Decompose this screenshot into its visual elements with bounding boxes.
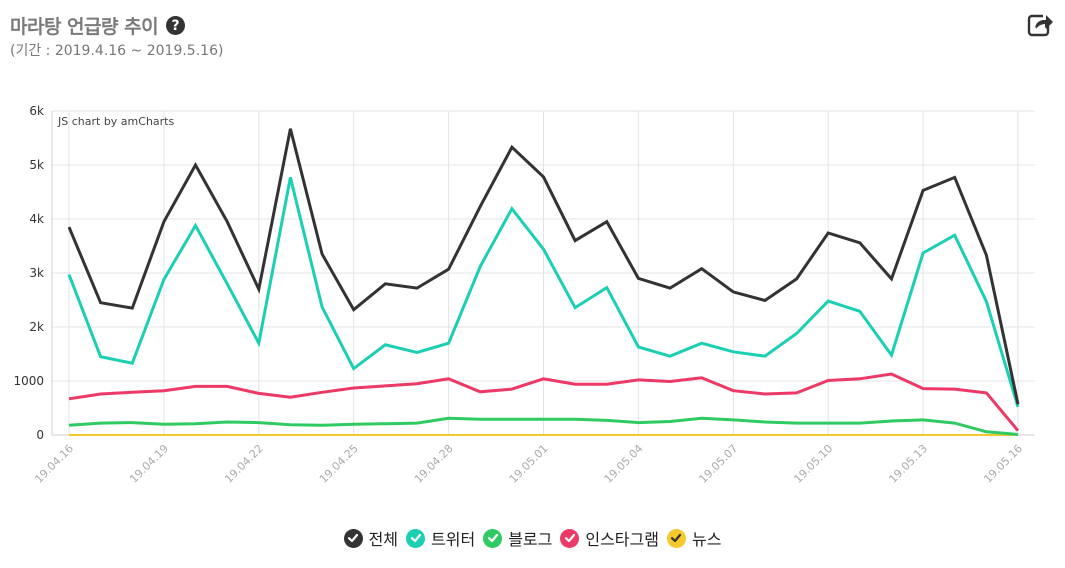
- x-tick-label: 19.04.28: [412, 442, 456, 486]
- checkmark-icon: [406, 528, 426, 548]
- legend-label: 인스타그램: [585, 530, 659, 549]
- title-row: 마라탕 언급량 추이 ?: [10, 12, 186, 39]
- legend-item[interactable]: 뉴스: [666, 526, 722, 550]
- y-tick-label: 6k: [29, 104, 44, 118]
- checkmark-icon: [483, 528, 503, 548]
- legend-item[interactable]: 트위터: [406, 526, 475, 550]
- checkmark-icon: [343, 528, 363, 548]
- legend-item[interactable]: 전체: [343, 526, 399, 550]
- chart-legend: 전체 트위터 블로그 인스타그램 뉴스: [0, 526, 1065, 550]
- y-tick-label: 0: [36, 428, 44, 442]
- y-tick-label: 4k: [29, 212, 44, 226]
- x-tick-label: 19.05.07: [697, 442, 741, 486]
- y-tick-label: 5k: [29, 158, 44, 172]
- x-tick-label: 19.04.25: [317, 442, 361, 486]
- x-tick-label: 19.05.01: [507, 442, 551, 486]
- legend-item[interactable]: 인스타그램: [560, 526, 659, 550]
- series-line-0: [67, 128, 1020, 405]
- period-subtitle: (기간 : 2019.4.16 ~ 2019.5.16): [10, 43, 224, 59]
- x-tick-label: 19.04.19: [127, 442, 171, 486]
- y-tick-label: 2k: [29, 320, 44, 334]
- question-circle-icon[interactable]: ?: [166, 16, 186, 35]
- chart-credit: JS chart by amCharts: [57, 115, 174, 128]
- x-tick-label: 19.05.16: [981, 442, 1025, 486]
- line-chart: 0 1000 2k 3k 4k 5k 6k 19.04.16 19.04.19 19.04.22 1…: [13, 104, 1035, 486]
- legend-label: 뉴스: [691, 530, 722, 549]
- legend-label: 트위터: [431, 530, 476, 549]
- series-line-1: [67, 177, 1020, 408]
- x-tick-label: 19.05.13: [886, 442, 930, 486]
- x-tick-label: 19.04.22: [222, 442, 266, 486]
- share-icon[interactable]: [1026, 10, 1054, 38]
- legend-label: 블로그: [508, 530, 553, 549]
- y-tick-label: 1000: [13, 374, 44, 388]
- y-tick-label: 3k: [29, 266, 44, 280]
- x-tick-label: 19.05.04: [602, 442, 646, 486]
- series-line-3: [68, 372, 1020, 432]
- checkmark-icon: [560, 528, 580, 548]
- legend-item[interactable]: 블로그: [483, 526, 552, 550]
- x-tick-label: 19.05.10: [791, 442, 835, 486]
- legend-label: 전체: [368, 530, 399, 549]
- page-title: 마라탕 언급량 추이: [10, 16, 159, 38]
- series-line-2: [68, 416, 1019, 436]
- x-tick-label: 19.04.16: [32, 442, 76, 486]
- checkmark-icon: [666, 528, 686, 548]
